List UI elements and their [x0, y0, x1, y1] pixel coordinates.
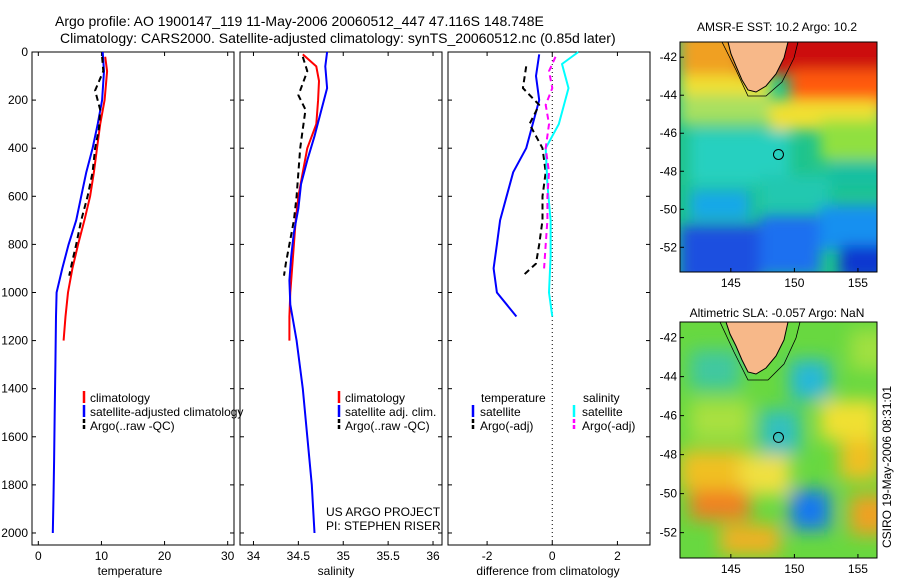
series-line-climatology — [62, 56, 109, 341]
sst-map-title: AMSR-E SST: 10.2 Argo: 10.2 — [697, 20, 857, 34]
x-tick-label: 34.5 — [287, 549, 311, 563]
map-x-tick-label: 145 — [721, 276, 741, 290]
x-tick-label: 20 — [158, 549, 172, 563]
map-x-tick-label: 155 — [848, 276, 868, 290]
x-tick-label: -2 — [482, 549, 493, 563]
legend-title-temperature: temperature — [481, 391, 546, 405]
depth-tick-label: 1400 — [1, 382, 28, 396]
depth-tick-label: 1800 — [1, 478, 28, 492]
x-tick-label: 30 — [221, 549, 235, 563]
x-tick-label: 35.5 — [376, 549, 400, 563]
difference-axis-label: difference from climatology — [476, 564, 619, 578]
depth-tick-label: 1200 — [1, 334, 28, 348]
depth-tick-label: 600 — [8, 189, 28, 203]
salinity-axis-label: salinity — [318, 564, 355, 578]
project-name: US ARGO PROJECT — [326, 505, 441, 519]
legend-label-sal-satellite: satellite — [582, 405, 623, 419]
legend-label-argo: Argo(..raw -QC) — [90, 419, 175, 433]
sla-heatmap — [680, 322, 877, 558]
series-line-argo — [68, 56, 105, 276]
temperature-series — [51, 51, 109, 534]
depth-tick-label: 0 — [21, 45, 28, 59]
legend-label-temp-satellite: satellite — [480, 405, 521, 419]
map-y-tick-label: -48 — [660, 448, 678, 462]
map-y-tick-label: -42 — [660, 50, 678, 64]
legend-label-argo: Argo(..raw -QC) — [345, 419, 430, 433]
legend-label-climatology: climatology — [90, 391, 150, 405]
legend-label-satellite: satellite-adjusted climatology — [90, 405, 243, 419]
map-y-tick-label: -52 — [660, 526, 678, 540]
map-x-tick-label: 150 — [784, 562, 804, 576]
map-y-tick-label: -42 — [660, 331, 678, 345]
map-y-tick-label: -50 — [660, 202, 678, 216]
argo-position-marker — [772, 431, 784, 443]
temperature-legend: climatology satellite-adjusted climatolo… — [82, 391, 243, 433]
x-tick-label: 36 — [426, 549, 440, 563]
series-line-satellite — [288, 51, 329, 534]
map-y-tick-label: -46 — [660, 409, 678, 423]
depth-axis: 0 200 400 600 800 1000 1200 1400 1600 1800 2000 — [1, 45, 650, 540]
map-y-tick-label: -44 — [660, 370, 678, 384]
sla-map-frame — [679, 321, 878, 559]
sla-map-title: Altimetric SLA: -0.057 Argo: NaN — [690, 306, 865, 320]
figure-title-line2: Climatology: CARS2000. Satellite-adjuste… — [60, 30, 616, 46]
temperature-x-axis: 0 10 20 30 — [35, 52, 235, 563]
sla-map-axes: 145 150 155 -42 -44 -46 -48 -50 -52 — [660, 331, 869, 576]
tasmania-land — [727, 42, 789, 93]
map-y-tick-label: -48 — [660, 164, 678, 178]
legend-title-salinity: salinity — [583, 391, 620, 405]
series-line-sal_argo — [543, 56, 557, 269]
series-line-argo — [283, 56, 309, 276]
sst-heatmap — [680, 42, 877, 272]
figure-title-line1: Argo profile: AO 1900147_119 11-May-2006… — [55, 13, 544, 29]
map-y-tick-label: -52 — [660, 240, 678, 254]
project-pi: PI: STEPHEN RISER — [326, 519, 441, 533]
salinity-panel — [239, 51, 443, 546]
legend-label-climatology: climatology — [345, 391, 405, 405]
x-tick-label: 2 — [614, 549, 621, 563]
salinity-series — [283, 51, 329, 534]
x-tick-label: 10 — [95, 549, 109, 563]
sst-map-axes: 145 150 155 -42 -44 -46 -48 -50 -52 — [660, 50, 869, 290]
tasmania-contour — [721, 42, 799, 97]
series-line-sal_satellite — [544, 51, 579, 317]
difference-series — [492, 51, 579, 318]
map-x-tick-label: 145 — [721, 562, 741, 576]
x-tick-label: 34 — [247, 549, 261, 563]
salinity-x-axis: 34 34.5 35 35.5 36 — [247, 52, 440, 563]
depth-tick-label: 200 — [8, 93, 28, 107]
temperature-axis-label: temperature — [98, 564, 163, 578]
argo-position-marker — [772, 148, 784, 160]
x-tick-label: 35 — [337, 549, 351, 563]
series-line-temp_satellite — [492, 54, 541, 318]
map-y-tick-label: -44 — [660, 88, 678, 102]
depth-tick-label: 2000 — [1, 526, 28, 540]
legend-label-temp-argo: Argo(-adj) — [480, 419, 533, 433]
legend-label-sal-argo: Argo(-adj) — [582, 419, 635, 433]
x-tick-label: 0 — [549, 549, 556, 563]
depth-tick-label: 1600 — [1, 430, 28, 444]
map-x-tick-label: 155 — [848, 562, 868, 576]
depth-tick-label: 400 — [8, 141, 28, 155]
tasmania-contour — [719, 322, 801, 381]
x-tick-label: 0 — [35, 549, 42, 563]
sst-map-frame — [679, 41, 878, 273]
salinity-legend: climatology satellite adj. clim. Argo(..… — [337, 391, 436, 433]
timestamp: CSIRO 19-May-2006 08:31:01 — [880, 386, 894, 548]
map-x-tick-label: 150 — [784, 276, 804, 290]
legend-label-satellite: satellite adj. clim. — [345, 405, 436, 419]
map-y-tick-label: -50 — [660, 487, 678, 501]
temperature-panel — [31, 51, 235, 546]
difference-legend: temperature salinity satellite Argo(-adj… — [471, 391, 635, 433]
depth-tick-label: 800 — [8, 237, 28, 251]
depth-tick-label: 1000 — [1, 285, 28, 299]
tasmania-land — [725, 322, 789, 375]
map-y-tick-label: -46 — [660, 126, 678, 140]
